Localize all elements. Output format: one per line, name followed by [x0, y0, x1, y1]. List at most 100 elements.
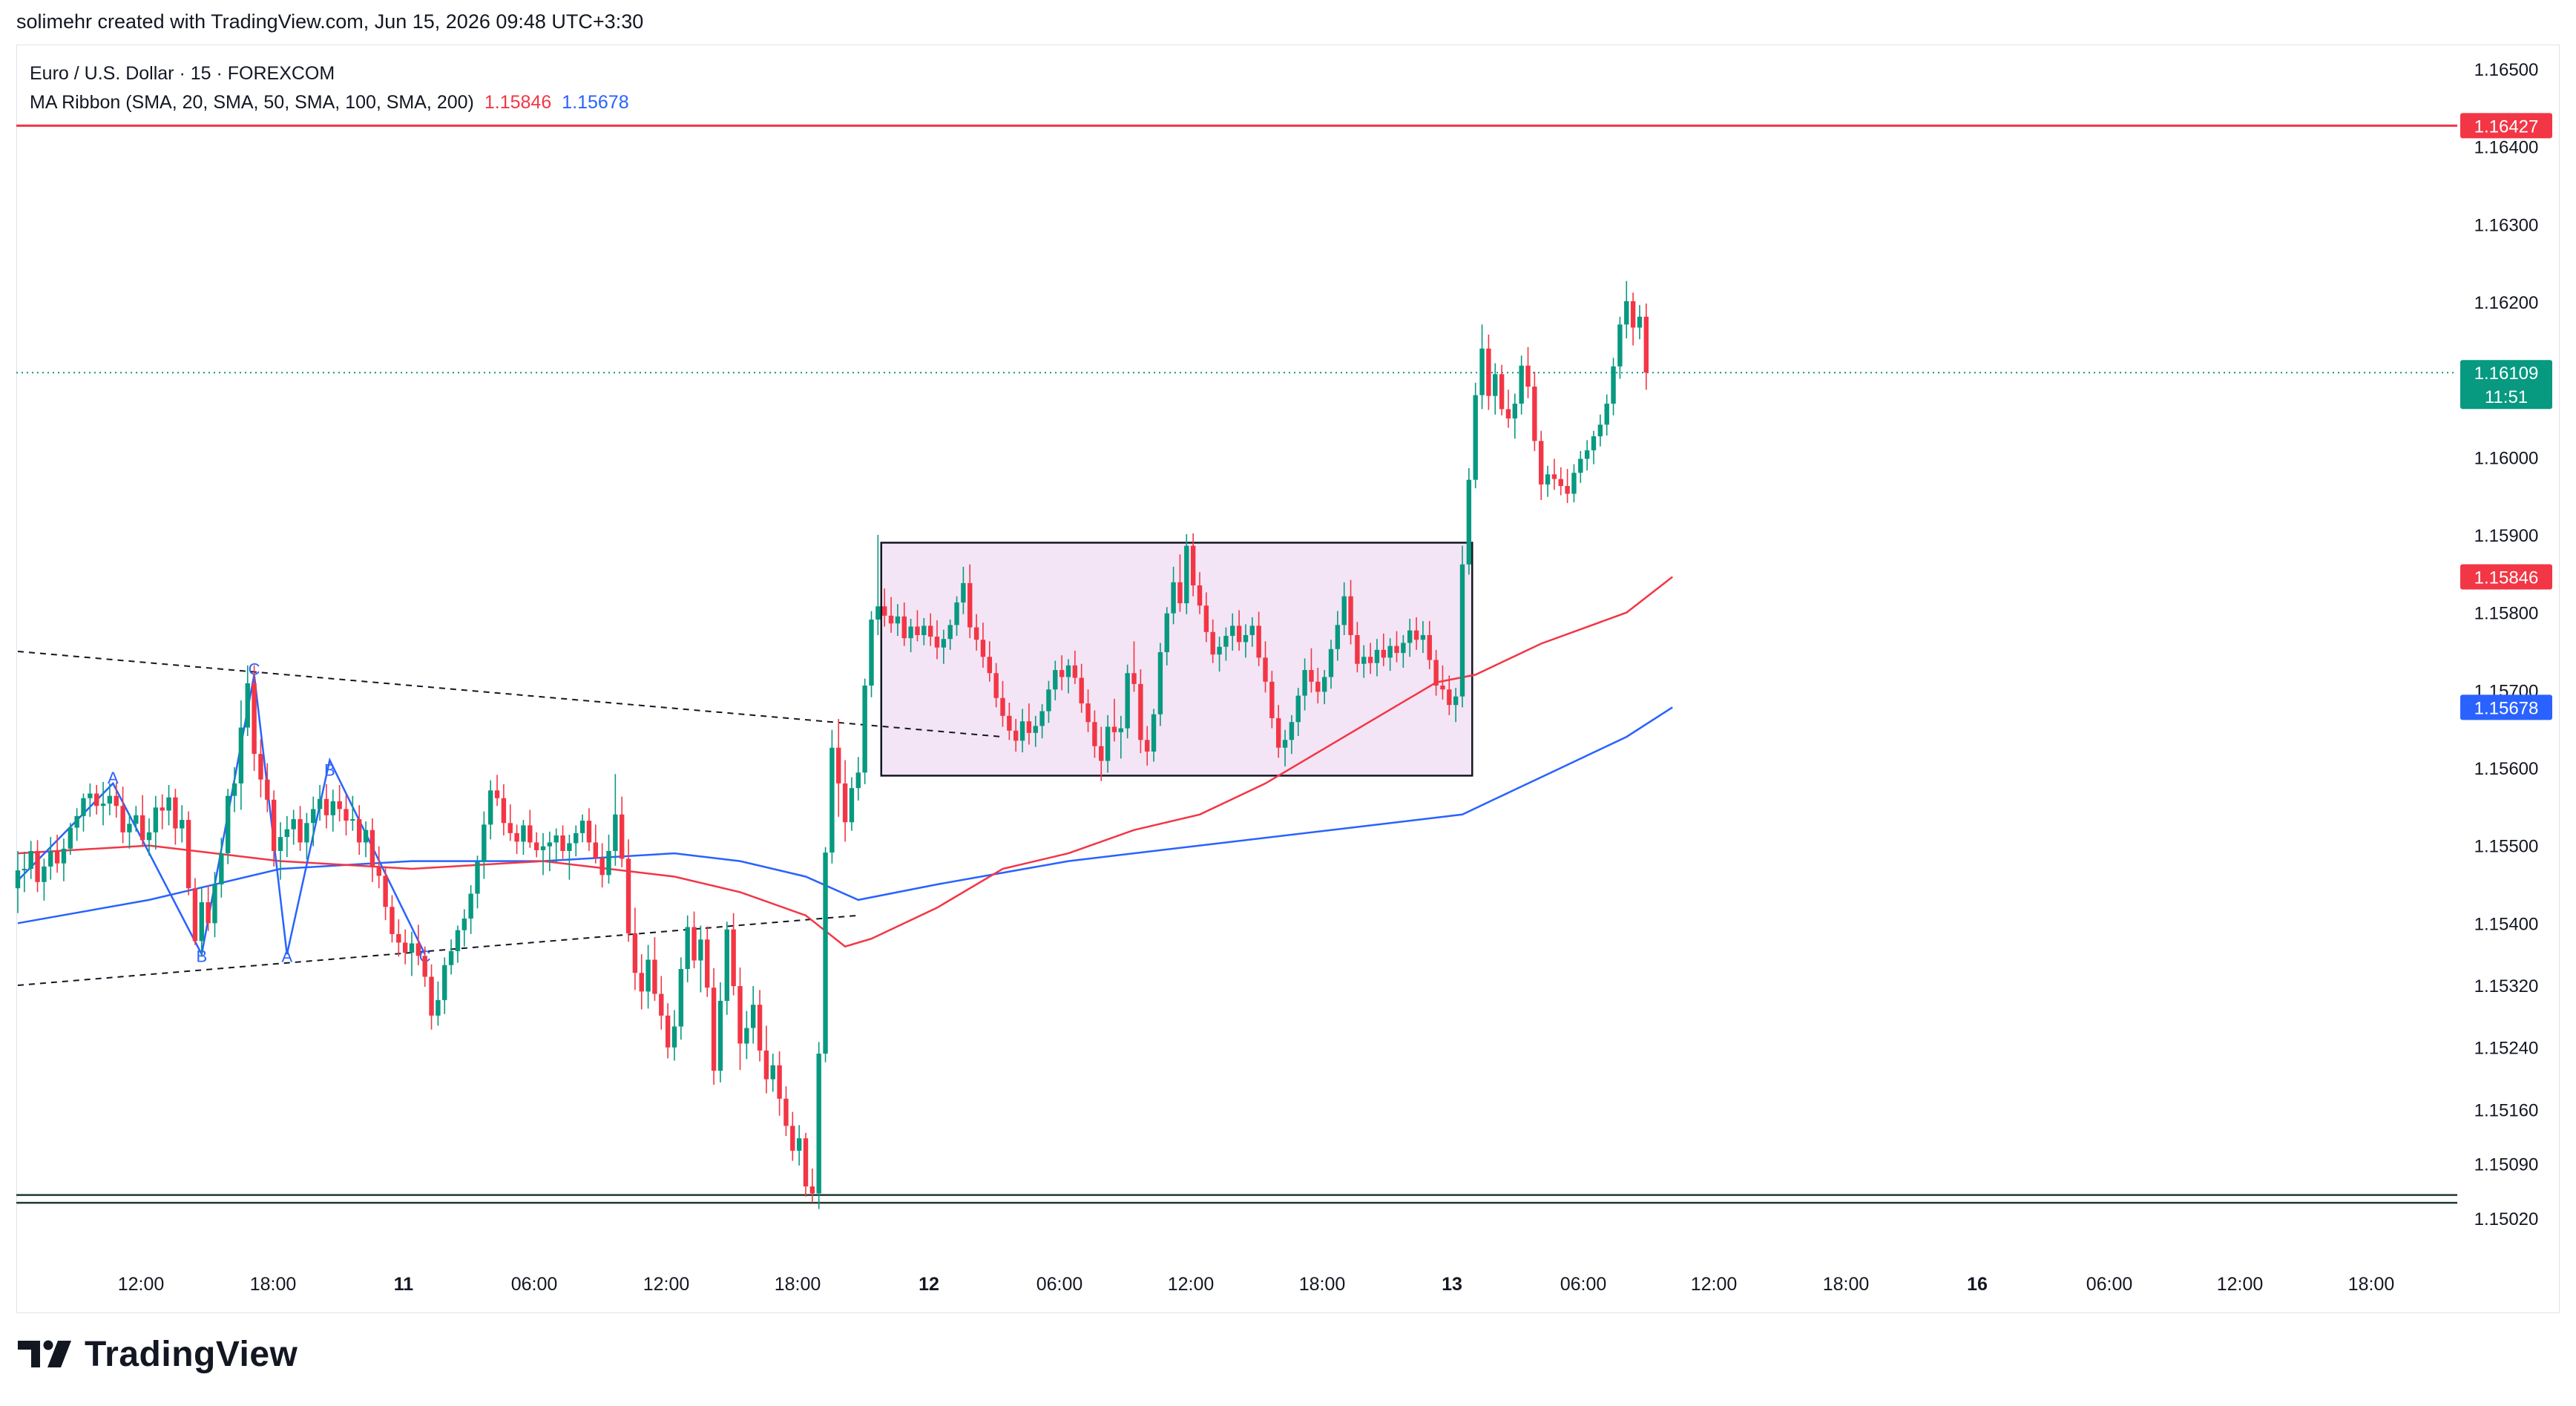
- candle-body: [1328, 648, 1334, 677]
- candle-body: [173, 797, 178, 829]
- candle-body: [422, 956, 427, 977]
- candle-body: [1512, 404, 1517, 418]
- ma-slow-value: 1.15678: [562, 92, 629, 113]
- candle-body: [265, 779, 270, 800]
- candle-body: [1125, 673, 1130, 729]
- candle-body: [579, 821, 585, 833]
- candle-body: [1295, 695, 1301, 723]
- candle-body: [1171, 582, 1176, 614]
- candle-body: [560, 835, 565, 851]
- candle-body: [231, 783, 237, 796]
- candle-body: [1637, 316, 1643, 328]
- time-tick-label: 06:00: [1036, 1274, 1083, 1295]
- price-tick-label: 1.15020: [2474, 1209, 2539, 1229]
- wave-label: A: [108, 769, 119, 787]
- candle-body: [22, 869, 27, 871]
- candle-body: [1256, 625, 1261, 658]
- price-tick-label: 1.15320: [2474, 976, 2539, 996]
- candle-body: [1282, 740, 1288, 748]
- brand-name: TradingView: [85, 1334, 298, 1374]
- candle-body: [1302, 670, 1307, 696]
- candle-body: [1118, 728, 1123, 732]
- candle-body: [1604, 404, 1609, 425]
- candle-body: [1565, 486, 1570, 494]
- candle-body: [961, 582, 966, 603]
- candle-body: [934, 637, 940, 648]
- price-badge-value: 1.15678: [2474, 698, 2539, 718]
- symbol-title[interactable]: Euro / U.S. Dollar · 15 · FOREXCOM: [30, 63, 335, 84]
- candle-body: [823, 853, 828, 1054]
- candle-body: [625, 858, 631, 933]
- candle-body: [1591, 436, 1597, 450]
- candle-body: [809, 1186, 815, 1194]
- price-tick-label: 1.16500: [2474, 60, 2539, 80]
- candle-body: [376, 866, 381, 876]
- candle-body: [717, 1000, 723, 1071]
- candle-body: [816, 1054, 821, 1194]
- candle-body: [842, 783, 848, 823]
- candle-body: [291, 819, 296, 830]
- candle-body: [1230, 625, 1235, 637]
- chart-legend[interactable]: Euro / U.S. Dollar · 15 · FOREXCOM MA Ri…: [30, 59, 629, 117]
- candle-body: [849, 788, 855, 823]
- candle-body: [659, 993, 664, 1016]
- candle-body: [1177, 582, 1183, 604]
- candle-body: [28, 850, 33, 870]
- candle-body: [461, 919, 467, 930]
- tradingview-logo-icon: [18, 1340, 71, 1367]
- time-tick-label: 12:00: [1168, 1274, 1215, 1295]
- candle-body: [1079, 677, 1084, 704]
- candle-body: [1072, 665, 1078, 678]
- candle-body: [915, 626, 920, 635]
- price-badge-value: 1.15846: [2474, 568, 2539, 588]
- time-tick-label: 12:00: [643, 1274, 690, 1295]
- candle-body: [185, 820, 191, 889]
- candle-body: [54, 850, 60, 864]
- candle-body: [35, 850, 40, 882]
- price-badge-value: 1.16109: [2474, 364, 2539, 384]
- candle-body: [455, 930, 461, 951]
- candle-body: [711, 988, 717, 1071]
- candle-body: [468, 893, 473, 919]
- candle-body: [1164, 613, 1169, 653]
- candle-body: [1059, 670, 1065, 677]
- candle-body: [1131, 673, 1137, 684]
- candle-body: [68, 827, 73, 849]
- candle-body: [1584, 450, 1590, 459]
- consolidation-range-box: [880, 542, 1473, 777]
- candle-body: [1269, 681, 1275, 718]
- candle-body: [1374, 649, 1380, 663]
- candle-body: [1427, 634, 1432, 660]
- candle-body: [429, 976, 434, 1016]
- candle-body: [1440, 686, 1445, 690]
- candle-body: [954, 602, 959, 625]
- candle-body: [1289, 722, 1295, 740]
- candle-body: [277, 837, 283, 851]
- candle-body: [1539, 441, 1544, 484]
- candle-body: [1033, 726, 1038, 733]
- candle-body: [698, 939, 703, 961]
- indicator-row[interactable]: MA Ribbon (SMA, 20, SMA, 50, SMA, 100, S…: [30, 88, 629, 117]
- candle-body: [1335, 625, 1341, 649]
- candle-body: [652, 959, 657, 994]
- time-tick-label: 13: [1442, 1274, 1462, 1295]
- candle-body: [134, 815, 139, 824]
- candle-body: [1013, 730, 1019, 741]
- candle-body: [671, 1026, 677, 1048]
- candle-body: [1381, 649, 1386, 658]
- price-axis: 1.16500 1.16400 1.16300 1.16200 1.16000 1.159…: [2460, 60, 2552, 1229]
- candle-body: [383, 876, 388, 907]
- candle-body: [258, 754, 263, 780]
- candle-body: [987, 657, 992, 674]
- candle-body: [1466, 479, 1472, 565]
- time-tick-label: 06:00: [2086, 1274, 2133, 1295]
- candle-body: [1643, 316, 1649, 373]
- candle-body: [770, 1065, 775, 1080]
- candle-body: [436, 999, 441, 1016]
- candle-body: [1348, 596, 1353, 635]
- time-tick-label: 16: [1967, 1274, 1988, 1295]
- candle-body: [337, 801, 342, 809]
- time-tick-label: 18:00: [250, 1274, 297, 1295]
- tradingview-brand[interactable]: TradingView: [18, 1332, 298, 1376]
